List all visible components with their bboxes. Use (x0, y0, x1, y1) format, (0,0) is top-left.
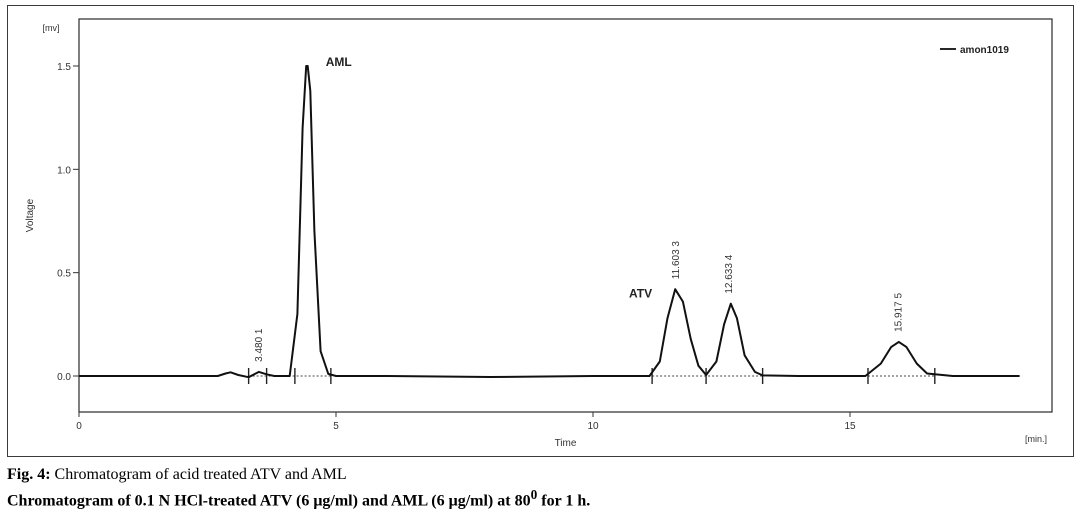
peak-retention-label: 15.917 5 (893, 293, 904, 332)
legend-entry: amon1019 (960, 45, 1009, 56)
chromatogram-chart: 0.0 0.5 1.0 1.5 0 5 10 15 [mv] [min.] Time Voltage 3… (25, 18, 1053, 449)
figure-frame (7, 5, 1074, 457)
y-axis-title: Voltage (25, 198, 36, 232)
x-tick-label: 10 (587, 421, 599, 432)
caption-superscript: 0 (530, 487, 538, 502)
figure-caption-title: Fig. 4: Chromatogram of acid treated ATV… (7, 466, 347, 484)
y-tick-label: 1.5 (57, 62, 71, 73)
y-unit-label: [mv] (43, 23, 60, 33)
y-tick-label: 0.5 (57, 269, 71, 280)
y-tick-label: 0.0 (57, 372, 71, 383)
x-axis-title: Time (555, 438, 577, 449)
peak-retention-label: 3.480 1 (254, 328, 265, 362)
peak-retention-label: 11.603 3 (671, 241, 682, 280)
x-tick-label: 5 (333, 421, 339, 432)
x-tick-label: 15 (844, 421, 856, 432)
y-tick-label: 1.0 (57, 165, 71, 176)
caption-detail-text: Chromatogram of 0.1 N HCl-treated ATV (6… (7, 492, 531, 510)
plot-area-frame (78, 18, 1053, 413)
figure-title: Chromatogram of acid treated ATV and AML (50, 466, 347, 483)
figure-caption-detail: Chromatogram of 0.1 N HCl-treated ATV (6… (7, 487, 590, 510)
peak-retention-label: 12.633 4 (724, 254, 735, 293)
series-line (79, 65, 1020, 379)
peak-annotation: ATV (629, 286, 652, 300)
x-tick-label: 0 (76, 421, 82, 432)
peak-annotation: AML (326, 55, 352, 69)
caption-detail-tail: for 1 h. (537, 492, 591, 510)
x-unit-label: [min.] (1025, 434, 1047, 444)
figure-label: Fig. 4: (7, 466, 51, 483)
